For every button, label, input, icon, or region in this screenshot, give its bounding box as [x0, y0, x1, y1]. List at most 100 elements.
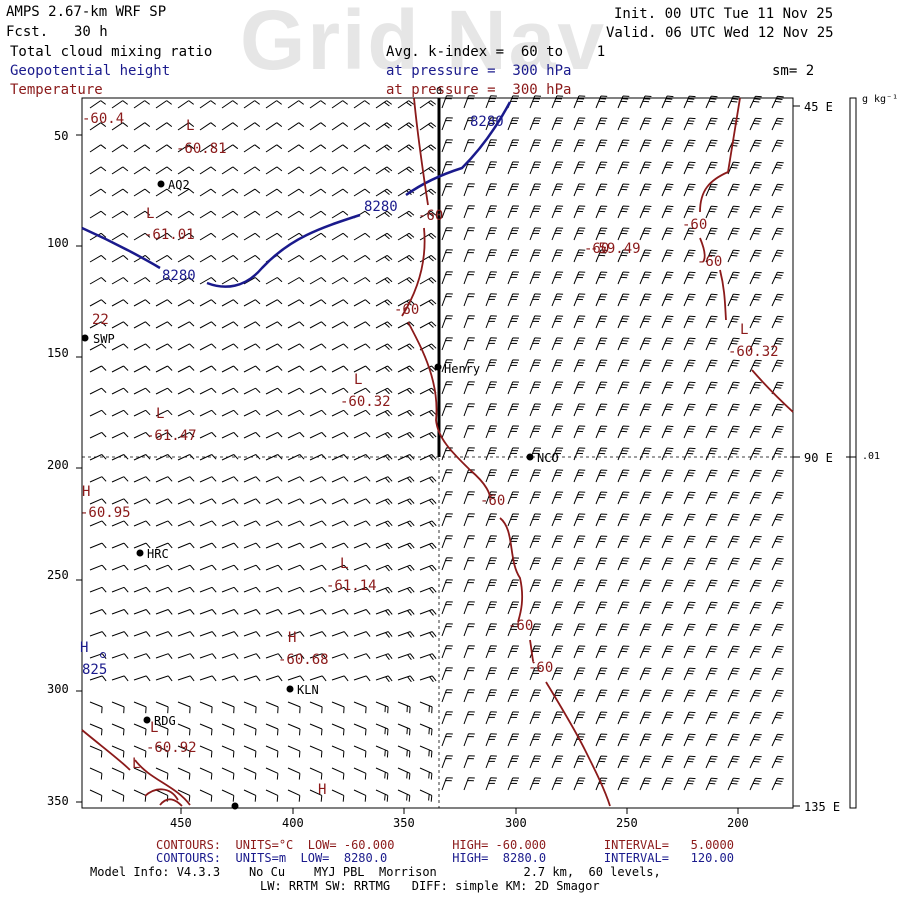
wind-barb: [485, 711, 497, 725]
wind-barb: [353, 409, 371, 417]
wind-barb: [661, 777, 674, 791]
wind-barb: [199, 701, 213, 714]
station-dot-nco: [526, 453, 534, 461]
y-tick-350: 350: [47, 794, 69, 808]
temp-value-1: -60.81: [176, 141, 227, 157]
wind-barb: [573, 381, 586, 395]
wind-barb: [177, 745, 191, 758]
avg-k-index: Avg. k-index = 60 to 1: [386, 44, 606, 60]
wind-barb: [397, 723, 411, 736]
wind-barb: [309, 542, 327, 549]
wind-barb: [155, 520, 173, 527]
wind-barb: [507, 95, 520, 109]
wind-barb: [529, 535, 542, 549]
wind-barb: [221, 564, 239, 571]
wind-barb: [419, 277, 437, 285]
wind-barb: [199, 254, 217, 263]
wind-barb: [177, 767, 191, 780]
station-dot-kln: [286, 685, 294, 693]
wind-barb: [749, 667, 762, 681]
wind-barb: [771, 667, 784, 681]
wind-barb: [177, 542, 195, 549]
wind-barb: [265, 653, 283, 660]
wind-barb: [133, 653, 151, 660]
wind-barb: [771, 249, 784, 263]
wind-barb: [683, 139, 696, 153]
wind-barb: [133, 675, 151, 682]
wind-barb: [749, 293, 762, 307]
wind-barb: [221, 254, 239, 263]
wind-barb: [485, 337, 497, 351]
wind-barb: [705, 249, 718, 263]
wind-barb: [221, 188, 239, 197]
wind-barb: [771, 755, 784, 769]
wind-barb: [727, 733, 740, 747]
x-tick-250: 250: [616, 816, 638, 830]
wind-barb: [419, 454, 437, 461]
wind-barb: [661, 623, 674, 637]
wind-barb: [727, 403, 740, 417]
wind-barb: [309, 232, 327, 241]
wind-barb: [639, 359, 652, 373]
wind-barb: [441, 425, 453, 439]
wind-barb: [661, 513, 674, 527]
wind-barb: [595, 403, 608, 417]
wind-barb: [661, 381, 674, 395]
wind-barb: [771, 359, 784, 373]
wind-barb: [331, 144, 349, 153]
wind-barb: [419, 631, 437, 638]
wind-barb: [287, 609, 305, 615]
wind-barb: [155, 144, 173, 153]
wind-barb: [441, 161, 453, 175]
wind-barb: [89, 144, 107, 153]
wind-barb: [375, 299, 393, 307]
wind-barb: [111, 232, 129, 241]
wind-barb: [221, 387, 239, 395]
wind-barb: [749, 271, 762, 285]
wind-barb: [551, 601, 564, 615]
wind-barb: [529, 161, 542, 175]
wind-barb: [243, 745, 257, 758]
wind-barb: [353, 631, 371, 637]
wind-barb: [485, 689, 497, 703]
wind-barb: [617, 337, 630, 351]
wind-barb: [177, 789, 191, 802]
wind-barb: [375, 409, 393, 417]
wind-barb: [111, 100, 129, 109]
station-rdg: RDG: [154, 714, 176, 728]
wind-barb: [309, 745, 323, 758]
wind-barb: [749, 315, 762, 329]
wind-barb: [529, 513, 542, 527]
wind-barb: [441, 381, 453, 395]
wind-barb: [683, 161, 696, 175]
wind-barb: [683, 293, 696, 307]
wind-barb: [705, 579, 718, 593]
wind-barb: [507, 359, 520, 373]
wind-barb: [111, 321, 129, 329]
wind-barb: [353, 745, 367, 758]
wind-barb: [749, 425, 762, 439]
wind-barb: [331, 723, 345, 736]
x-tick-350: 350: [393, 816, 415, 830]
wind-barb: [89, 476, 107, 483]
wind-barb: [727, 205, 740, 219]
wind-barb: [133, 188, 151, 197]
wind-barb: [595, 491, 608, 505]
wind-barb: [595, 447, 608, 461]
wind-barb: [683, 381, 696, 395]
wind-barb: [617, 755, 630, 769]
wind-barb: [595, 425, 608, 439]
wind-barb: [287, 723, 301, 736]
wind-barb: [727, 117, 740, 131]
wind-barb: [331, 520, 349, 527]
wind-barb: [375, 701, 389, 714]
wind-barb: [111, 631, 129, 637]
wind-barb: [529, 579, 542, 593]
wind-barb: [133, 343, 151, 351]
wind-barb: [221, 144, 239, 153]
wind-barb: [397, 431, 415, 439]
wind-barb: [243, 586, 261, 593]
wind-barb: [243, 789, 257, 802]
wind-barb: [463, 381, 475, 395]
wind-barb: [463, 359, 475, 373]
